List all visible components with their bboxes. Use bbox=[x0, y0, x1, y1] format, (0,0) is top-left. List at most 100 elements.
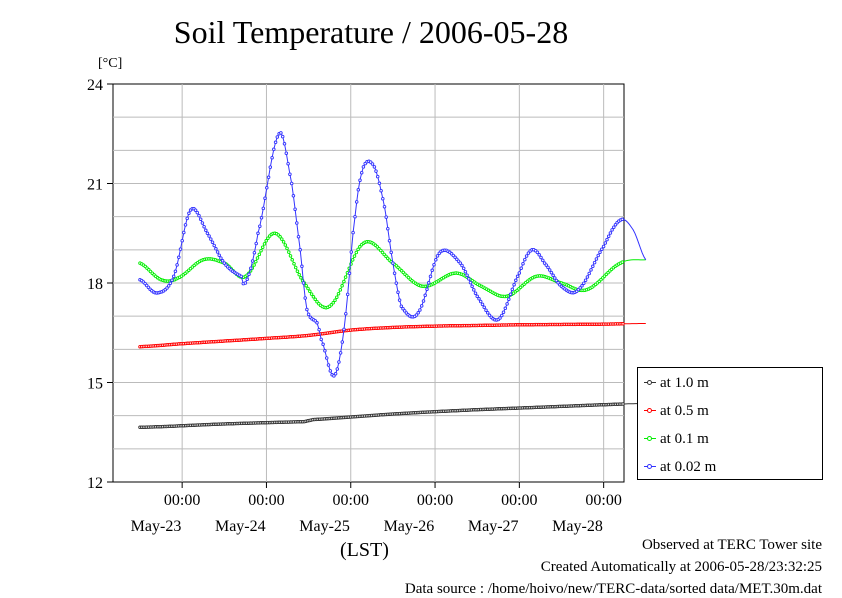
data-point bbox=[598, 250, 602, 254]
data-point bbox=[480, 302, 485, 307]
data-point bbox=[549, 270, 554, 275]
data-point bbox=[554, 278, 559, 283]
legend-label: at 0.5 m bbox=[660, 402, 709, 419]
data-point bbox=[265, 186, 269, 190]
data-point bbox=[526, 251, 531, 255]
legend-label: at 1.0 m bbox=[660, 374, 709, 391]
y-tick-label: 21 bbox=[87, 177, 103, 194]
data-point bbox=[200, 221, 205, 225]
data-point bbox=[507, 297, 511, 301]
data-point bbox=[175, 263, 179, 267]
data-point bbox=[204, 228, 208, 233]
y-tick-label: 24 bbox=[87, 77, 103, 94]
data-point bbox=[359, 170, 364, 175]
legend-marker-icon bbox=[644, 377, 656, 389]
data-point bbox=[185, 216, 189, 221]
data-point bbox=[252, 263, 256, 267]
data-point bbox=[461, 266, 466, 271]
x-date-label: May-27 bbox=[468, 518, 519, 535]
footer-created: Created Automatically at 2006-05-28/23:3… bbox=[540, 559, 822, 575]
data-point bbox=[485, 311, 490, 315]
data-point bbox=[524, 254, 529, 258]
data-point bbox=[336, 291, 341, 296]
data-point bbox=[551, 273, 555, 278]
data-point bbox=[313, 297, 317, 302]
data-point bbox=[379, 188, 383, 193]
data-point bbox=[258, 224, 262, 228]
chart-title: Soil Temperature / 2006-05-28 bbox=[173, 14, 569, 50]
data-point bbox=[478, 299, 483, 304]
data-point bbox=[354, 200, 359, 204]
data-point bbox=[281, 240, 286, 244]
data-point bbox=[298, 248, 302, 252]
data-point bbox=[280, 237, 284, 241]
data-point bbox=[268, 165, 273, 169]
data-point bbox=[306, 312, 311, 317]
data-point bbox=[212, 243, 216, 248]
data-point bbox=[293, 207, 297, 211]
data-point bbox=[523, 257, 527, 262]
data-point bbox=[210, 240, 215, 244]
data-point bbox=[275, 135, 280, 139]
data-point bbox=[477, 297, 481, 301]
legend-marker-icon bbox=[644, 405, 656, 417]
data-point bbox=[402, 309, 407, 313]
data-point bbox=[266, 236, 270, 240]
data-point bbox=[262, 242, 267, 246]
data-point bbox=[589, 268, 593, 272]
data-point bbox=[283, 243, 288, 247]
data-point bbox=[399, 304, 404, 308]
data-point bbox=[270, 155, 274, 160]
data-point bbox=[285, 246, 289, 251]
data-point bbox=[517, 271, 522, 275]
data-point bbox=[521, 261, 525, 266]
data-point bbox=[389, 250, 393, 255]
data-point bbox=[547, 268, 552, 272]
data-point bbox=[331, 301, 335, 305]
data-point bbox=[309, 292, 314, 296]
data-point bbox=[418, 308, 422, 312]
data-point bbox=[381, 196, 385, 201]
data-point bbox=[601, 244, 606, 249]
legend-label: at 0.02 m bbox=[660, 458, 717, 475]
x-date-label: May-28 bbox=[552, 518, 603, 535]
data-point bbox=[423, 293, 427, 298]
data-point bbox=[377, 181, 382, 186]
data-point bbox=[321, 342, 325, 347]
data-point bbox=[384, 215, 388, 219]
data-point bbox=[343, 275, 348, 279]
data-point bbox=[396, 290, 400, 294]
data-point bbox=[612, 225, 616, 229]
data-point bbox=[215, 250, 220, 254]
data-point bbox=[287, 250, 291, 254]
data-point bbox=[282, 142, 287, 146]
data-point bbox=[182, 230, 186, 235]
data-point bbox=[291, 194, 296, 198]
x-date-label: May-23 bbox=[131, 518, 182, 535]
data-point bbox=[578, 286, 582, 290]
data-point bbox=[254, 259, 258, 264]
data-point bbox=[289, 181, 294, 186]
data-point bbox=[435, 254, 440, 258]
data-point bbox=[315, 321, 319, 325]
data-point bbox=[544, 263, 549, 267]
data-point bbox=[397, 298, 402, 302]
data-point bbox=[260, 245, 265, 249]
data-point bbox=[463, 269, 468, 274]
data-point bbox=[342, 279, 346, 284]
data-point bbox=[345, 292, 350, 297]
data-point bbox=[460, 263, 464, 268]
data-point bbox=[426, 281, 431, 285]
data-point bbox=[350, 258, 355, 262]
data-point bbox=[243, 281, 248, 285]
data-point bbox=[401, 306, 405, 311]
data-point bbox=[195, 210, 200, 215]
data-point bbox=[621, 322, 625, 326]
data-point bbox=[587, 271, 591, 276]
data-point bbox=[177, 255, 181, 260]
data-point bbox=[286, 161, 290, 166]
data-point bbox=[171, 274, 176, 279]
data-point bbox=[239, 274, 243, 279]
data-point bbox=[338, 288, 343, 292]
y-axis-unit-label: [°C] bbox=[98, 56, 123, 71]
